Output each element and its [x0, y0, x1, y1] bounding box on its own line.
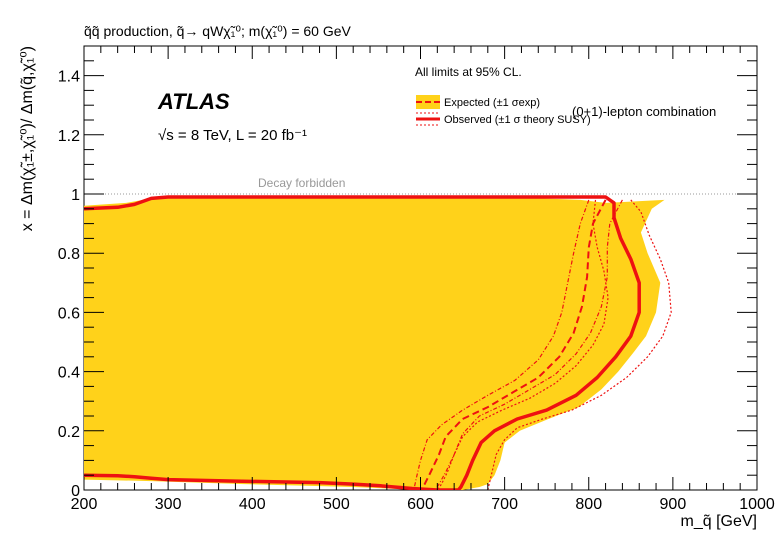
observed-minus-line	[436, 199, 609, 490]
combination-label: (0+1)-lepton combination	[572, 104, 716, 119]
expected-center-line	[419, 199, 607, 490]
x-tick-label: 600	[407, 496, 434, 513]
forbidden-label: Decay forbidden	[258, 176, 345, 190]
y-tick-label: 0.4	[58, 365, 80, 382]
expected-band-layer	[84, 197, 665, 490]
y-tick-label: 1.4	[58, 69, 80, 86]
y-tick-label: 0.6	[58, 305, 80, 322]
legend-observed-label: Observed (±1 σ theory SUSY)	[444, 114, 591, 126]
x-axis: 200 300 400 500 600 700 800 900 1000	[71, 46, 775, 513]
cl-note: All limits at 95% CL.	[415, 65, 522, 79]
y-tick-label: 0.8	[58, 246, 80, 263]
x-tick-label: 400	[239, 496, 266, 513]
experiment-label: ATLAS	[157, 89, 230, 114]
chart-title: q̃q̃ production, q̃→ qWχ̃₁⁰; m(χ̃₁⁰) = 6…	[84, 23, 352, 39]
expected-minus-line	[435, 199, 623, 490]
x-tick-label: 300	[155, 496, 182, 513]
x-axis-label: m_q̃ [GeV]	[681, 513, 757, 530]
x-tick-label: 900	[660, 496, 687, 513]
x-tick-label: 700	[491, 496, 518, 513]
y-tick-label: 0	[71, 483, 80, 500]
x-tick-label: 200	[71, 496, 98, 513]
x-tick-label: 500	[323, 496, 350, 513]
x-tick-label: 1000	[739, 496, 775, 513]
observed-plus-line	[487, 199, 672, 490]
x-tick-label: 800	[575, 496, 602, 513]
contour-lines-layer	[84, 195, 672, 490]
y-tick-label: 1	[71, 187, 80, 204]
y-tick-label: 0.2	[58, 424, 80, 441]
expected-plus-line	[413, 199, 590, 490]
y-tick-label: 1.2	[58, 128, 80, 145]
observed-line	[84, 195, 641, 490]
expected-band	[84, 197, 665, 490]
y-axis-label: x = Δm(χ̃₁±,χ̃₁⁰)/ Δm(q̃,χ̃₁⁰)	[19, 46, 36, 231]
legend: Expected (±1 σexp) Observed (±1 σ theory…	[416, 95, 591, 126]
legend-expected-label: Expected (±1 σexp)	[444, 97, 540, 109]
energy-label: √s = 8 TeV, L = 20 fb⁻¹	[158, 127, 307, 144]
y-axis: 0 0.2 0.4 0.6 0.8 1 1.2 1.4	[58, 45, 757, 500]
